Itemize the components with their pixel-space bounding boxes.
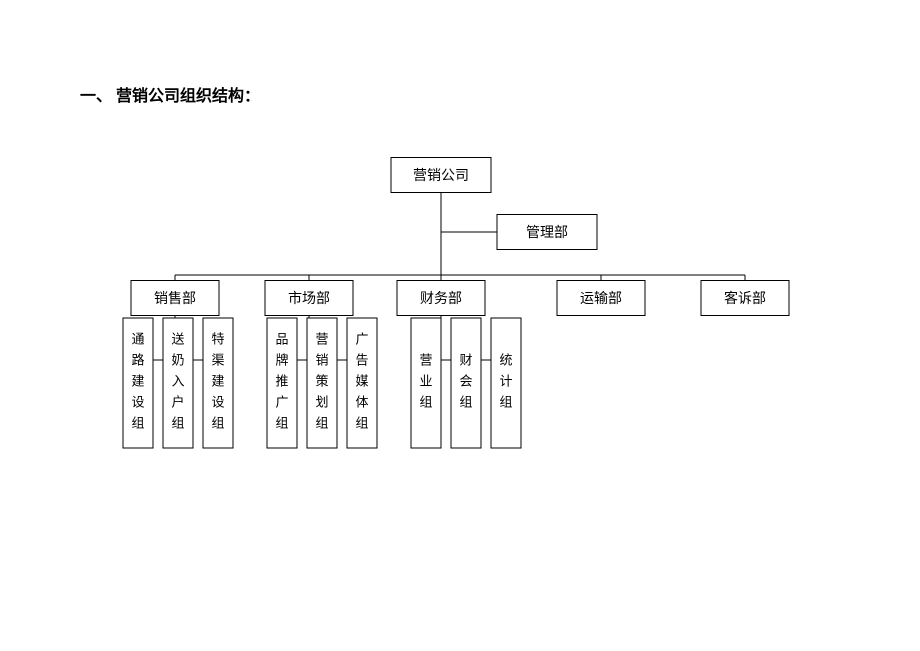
node-finance-label: 财务部	[420, 291, 462, 307]
node-mgmt-label: 管理部	[526, 225, 568, 241]
node-g3-label: 特渠建设组	[211, 332, 224, 431]
node-g4-label: 品牌推广组	[275, 332, 288, 431]
node-complain-label: 客诉部	[724, 290, 766, 307]
node-g2-label: 送奶入户组	[171, 332, 184, 431]
node-g5-label: 营销策划组	[315, 332, 328, 431]
node-g6-label: 广告媒体组	[355, 332, 368, 431]
node-g8-label: 财会组	[459, 353, 472, 410]
node-g7-label: 营业组	[419, 353, 432, 410]
org-chart: 营销公司管理部销售部 市场部 财务部 运输部 客诉部通路建设组 送奶入户组 特渠建设组 品牌推…	[0, 0, 920, 651]
node-g1-label: 通路建设组	[131, 332, 144, 431]
node-trans-label: 运输部	[580, 291, 622, 307]
node-root-label: 营销公司	[413, 168, 469, 184]
node-g9-label: 统计组	[499, 353, 512, 410]
node-sales-label: 销售部	[154, 291, 196, 307]
node-market-label: 市场部	[288, 290, 330, 307]
